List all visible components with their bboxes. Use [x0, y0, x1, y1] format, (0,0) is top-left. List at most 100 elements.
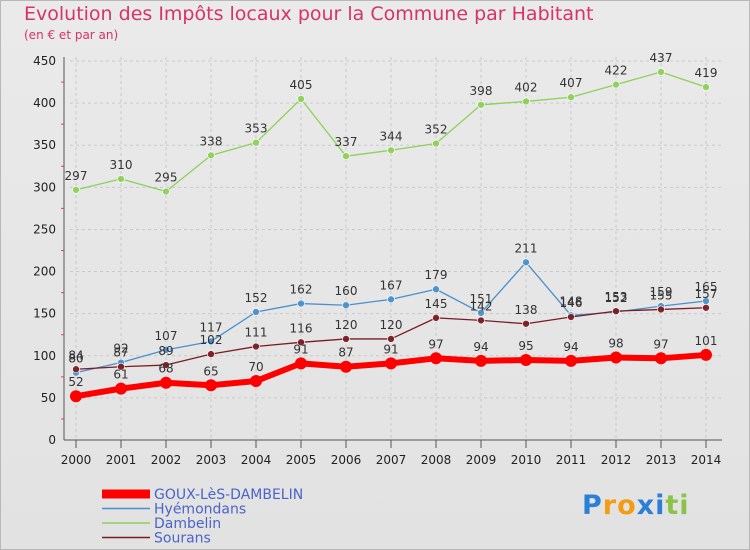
x-tick-label: 2005	[286, 453, 317, 467]
y-tick-label: 250	[33, 222, 56, 236]
data-label: 157	[695, 287, 718, 301]
series-point	[342, 335, 350, 343]
data-label: 437	[650, 51, 673, 65]
data-label: 405	[290, 78, 313, 92]
series-point	[297, 95, 305, 103]
series-point	[522, 258, 530, 267]
x-tick-label: 2006	[331, 453, 362, 467]
data-label: 419	[695, 66, 718, 80]
data-labels: 297 310 295 338 353 405 337 344 352 398 402 407 422 4…	[65, 51, 718, 389]
series-point	[387, 295, 395, 304]
series-point	[477, 309, 485, 317]
data-label: 142	[470, 299, 493, 313]
series-point	[160, 376, 172, 389]
data-label: 120	[335, 318, 358, 332]
data-label: 87	[338, 346, 353, 360]
legend-label: Dambelin	[154, 516, 221, 532]
data-label: 87	[113, 346, 128, 360]
y-tick-label: 350	[33, 138, 56, 152]
data-label: 94	[563, 340, 578, 354]
series-point	[252, 308, 260, 316]
y-tick-label: 100	[33, 349, 56, 363]
y-tick-label: 150	[33, 307, 56, 321]
data-label: 295	[155, 171, 178, 185]
series-point	[700, 348, 712, 361]
data-label: 152	[605, 291, 628, 305]
series-point	[70, 390, 82, 403]
x-axis-ticks: 2000 2001 2002 2003 2004 2005 2006 2007 2008 2009…	[61, 440, 721, 467]
x-tick-label: 2000	[61, 453, 92, 467]
data-label: 97	[653, 337, 668, 351]
data-label: 167	[380, 278, 403, 292]
data-label: 155	[650, 288, 673, 302]
series-point	[567, 313, 575, 321]
x-tick-label: 2004	[241, 453, 272, 467]
logo-letter: t	[665, 490, 680, 521]
proxiti-logo: Proxiti	[582, 490, 690, 521]
data-label: 61	[113, 368, 128, 382]
x-tick-label: 2012	[601, 453, 632, 467]
data-label: 148	[560, 294, 583, 308]
data-label: 179	[425, 268, 448, 282]
data-label: 120	[380, 318, 403, 332]
series-point	[295, 357, 307, 370]
data-label: 80	[68, 352, 83, 366]
series-point	[252, 138, 260, 147]
y-axis-ticks: 0 50 100 150 200 250 300 350 400 450	[33, 54, 64, 447]
data-label: 68	[158, 362, 173, 376]
data-label: 101	[695, 334, 718, 348]
data-label: 338	[200, 134, 223, 148]
chart-title: Evolution des Impôts locaux pour la Comm…	[24, 3, 594, 25]
data-label: 344	[380, 129, 403, 143]
data-label: 165	[695, 280, 718, 294]
series-point	[475, 354, 487, 367]
series-point	[657, 305, 665, 314]
series-point	[477, 316, 485, 325]
series-point	[162, 187, 170, 196]
series-point	[162, 361, 170, 369]
series-point	[207, 337, 215, 346]
series-point	[297, 338, 305, 347]
y-tick-label: 300	[33, 180, 56, 194]
series-point	[702, 83, 710, 91]
data-label: 162	[290, 283, 313, 297]
series-point	[340, 360, 352, 373]
data-label: 402	[515, 80, 538, 94]
data-label: 352	[425, 123, 448, 137]
data-label: 146	[560, 296, 583, 310]
logo-letter: i	[679, 490, 690, 521]
data-label: 153	[605, 290, 628, 304]
x-tick-label: 2003	[196, 453, 227, 467]
series-point	[610, 351, 622, 364]
data-label: 151	[470, 292, 493, 306]
data-label: 159	[650, 285, 673, 299]
series-point	[205, 379, 217, 392]
series-point	[207, 151, 215, 160]
data-label: 138	[515, 303, 538, 317]
y-tick-label: 0	[48, 433, 56, 447]
y-tick-label: 400	[33, 96, 56, 110]
data-label: 152	[245, 291, 268, 305]
x-tick-label: 2013	[646, 453, 677, 467]
data-label: 145	[425, 297, 448, 311]
data-label: 98	[608, 336, 623, 350]
data-label: 211	[515, 241, 538, 255]
series-point	[115, 382, 127, 395]
x-tick-label: 2009	[466, 453, 497, 467]
data-label: 94	[473, 340, 488, 354]
logo-letter: P	[582, 490, 603, 521]
x-tick-label: 2008	[421, 453, 452, 467]
series-point	[612, 307, 620, 315]
series-point	[702, 303, 710, 312]
series-point	[520, 353, 532, 366]
data-label: 92	[113, 342, 128, 356]
data-label: 107	[155, 329, 178, 343]
series-point	[430, 352, 442, 365]
data-label: 310	[110, 158, 133, 172]
legend-label: Hyémondans	[154, 502, 246, 518]
series-point	[342, 301, 350, 310]
axes	[63, 57, 722, 441]
data-label: 353	[245, 122, 268, 136]
